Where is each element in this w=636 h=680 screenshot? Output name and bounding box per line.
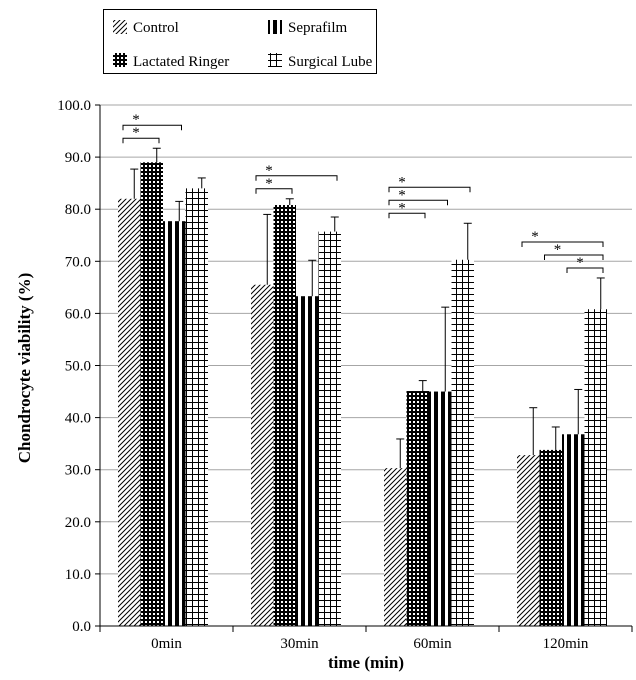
bar-lactated-ringer-30min (273, 205, 296, 627)
significance-bracket (122, 124, 182, 131)
legend-box (103, 9, 377, 74)
significance-bracket (521, 241, 604, 247)
legend: Control Seprafilm Lactated Ringer Surgic… (103, 9, 377, 74)
legend-label-lactated-ringer: Lactated Ringer (133, 54, 229, 70)
significance-star: * (554, 242, 562, 258)
bar-surgical-lube-0min (185, 188, 208, 627)
error-bars (130, 147, 605, 469)
bars (118, 162, 607, 627)
legend-swatch-surgical-lube (268, 53, 282, 67)
significance-bracket (388, 199, 448, 206)
legend-item-lactated-ringer: Lactated Ringer (113, 53, 229, 70)
bar-lactated-ringer-60min (406, 391, 429, 626)
significance-star: * (398, 187, 406, 203)
legend-label-seprafilm: Seprafilm (288, 20, 347, 36)
bar-surgical-lube-30min (318, 231, 341, 626)
bar-surgical-lube-60min (451, 259, 474, 626)
significance-star: * (576, 255, 584, 271)
significance-bracket (388, 186, 471, 193)
significance-bracket (122, 137, 160, 144)
legend-swatch-seprafilm (268, 20, 282, 34)
bar-control-30min (251, 284, 274, 626)
y-tick-label: 20.0 (65, 515, 91, 531)
x-tick-label-60min: 60min (413, 636, 452, 652)
bar-lactated-ringer-120min (539, 449, 562, 626)
y-tick-label: 80.0 (65, 202, 91, 218)
y-tick-label: 50.0 (65, 359, 91, 375)
significance-brackets: ********** (122, 112, 604, 273)
legend-item-seprafilm: Seprafilm (268, 20, 347, 36)
significance-star: * (265, 176, 273, 192)
legend-label-control: Control (133, 20, 179, 36)
bar-seprafilm-60min (429, 391, 452, 626)
y-tick-label: 40.0 (65, 411, 91, 427)
significance-star: * (398, 174, 406, 190)
bar-seprafilm-30min (296, 296, 319, 626)
significance-bracket (544, 254, 604, 260)
significance-bracket (255, 188, 293, 194)
significance-star: * (265, 163, 273, 179)
bar-surgical-lube-120min (584, 309, 607, 626)
bar-control-60min (384, 468, 407, 626)
significance-bracket (566, 267, 604, 273)
y-tick-label: 10.0 (65, 567, 91, 583)
legend-swatch-control (113, 20, 127, 34)
bar-lactated-ringer-0min (140, 162, 163, 626)
x-tick-labels: 0min 30min 60min 120min (99, 626, 633, 652)
x-tick-label-30min: 30min (280, 636, 319, 652)
significance-star: * (132, 112, 140, 128)
significance-star: * (132, 125, 140, 141)
y-tick-label: 60.0 (65, 306, 91, 322)
x-axis-title: time (min) (328, 653, 404, 672)
bar-control-120min (517, 455, 540, 626)
bar-seprafilm-120min (562, 434, 585, 626)
y-tick-labels: 0.0 10.0 20.0 30.0 40.0 50.0 60.0 70.0 80.0 90.0 1… (57, 98, 100, 635)
x-tick-label-120min: 120min (543, 636, 589, 652)
significance-bracket (388, 212, 426, 219)
x-tick-label-0min: 0min (151, 636, 182, 652)
bar-seprafilm-0min (163, 221, 186, 627)
legend-swatch-lactated-ringer (113, 53, 127, 67)
legend-item-control: Control (113, 20, 179, 36)
legend-label-surgical-lube: Surgical Lube (288, 54, 373, 70)
y-tick-label: 30.0 (65, 463, 91, 479)
significance-star: * (531, 229, 539, 245)
y-tick-label: 70.0 (65, 254, 91, 270)
bar-control-0min (118, 198, 141, 626)
significance-star: * (398, 200, 406, 216)
y-tick-label: 0.0 (72, 619, 91, 635)
significance-bracket (255, 175, 338, 181)
y-tick-label: 90.0 (65, 150, 91, 166)
y-tick-label: 100.0 (57, 98, 91, 114)
y-axis-title: Chondrocyte viability (%) (15, 273, 34, 463)
legend-item-surgical-lube: Surgical Lube (268, 53, 373, 70)
